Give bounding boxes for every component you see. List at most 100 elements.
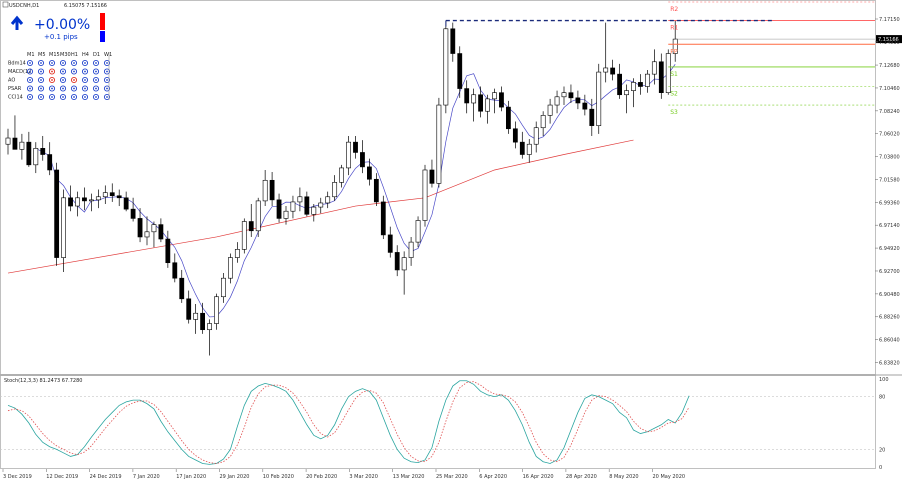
signal-dot-center (84, 62, 86, 64)
candle (339, 164, 344, 188)
candle-body-down (82, 197, 87, 202)
signal-col-header: W1 (104, 52, 112, 58)
stoch-level-label: 100 (879, 377, 889, 383)
signal-dot-blue (26, 85, 34, 92)
signal-dot-blue (81, 59, 89, 67)
candle (353, 135, 358, 159)
candle-body-up (526, 143, 532, 155)
candle-body-down (353, 141, 358, 153)
candle-body-down (179, 277, 185, 300)
change-percent: +0.00% (34, 17, 90, 33)
trend-widget: +0.00% +0.1 pips M1 M5 M15 M30 H1 H4 D1 W1 Bdm14… (8, 13, 112, 101)
candle-body-up (596, 71, 602, 126)
candle-body-down (158, 224, 164, 240)
signal-dot-blue (92, 68, 100, 75)
price-axis[interactable]: 7.17150 7.14930 7.12680 7.10460 7.08240 7.060… (875, 17, 900, 366)
signal-dot-center (40, 87, 42, 90)
candle (575, 90, 581, 110)
candle-body-down (40, 148, 46, 155)
signal-dot-center (95, 62, 97, 64)
candle-body-down (172, 262, 178, 279)
candle (179, 269, 185, 303)
candle-body-up (283, 210, 289, 219)
candle (485, 94, 490, 124)
candle-body-down (575, 97, 581, 104)
signal-dot-blue (26, 93, 34, 101)
signal-dot-center (106, 79, 108, 81)
candle-body-up (339, 167, 344, 183)
candle (241, 218, 247, 254)
candle-body-down (276, 199, 282, 219)
x-tick-label: 24 Dec 2019 (90, 474, 122, 480)
candle (658, 53, 664, 99)
candle (638, 74, 643, 95)
candle (519, 131, 525, 159)
candle-body-down (137, 218, 143, 238)
signal-dot-center (51, 62, 53, 64)
candle-body-up (297, 196, 303, 203)
signal-dot-blue (37, 93, 45, 101)
stoch-label: Stoch(12,3,3) 81.2473 67.7280 (4, 378, 82, 384)
candle (82, 187, 87, 211)
signal-dot-center (40, 62, 42, 64)
candle-body-down (366, 166, 372, 180)
x-tick-label: 29 Jan 2020 (220, 474, 250, 480)
candle-body-up (651, 61, 657, 75)
candle-body-up (644, 73, 650, 87)
candle-body-up (102, 192, 108, 198)
y-tick-label: 6.92700 (879, 269, 900, 275)
candle (248, 203, 254, 237)
signal-dot-blue (70, 85, 78, 92)
candle (624, 84, 629, 114)
x-tick-label: 3 Mar 2020 (349, 474, 378, 480)
candle (61, 189, 66, 273)
candle (54, 162, 60, 266)
candle-body-up (241, 221, 247, 250)
candle-body-up (443, 28, 449, 106)
candle (75, 191, 80, 217)
candle-body-down (26, 141, 32, 166)
signal-dot-blue (37, 59, 45, 67)
signal-dot-blue (81, 93, 89, 101)
candle-body-down (54, 169, 60, 258)
current-price-box (876, 35, 902, 44)
signal-col-header: H1 (71, 52, 78, 58)
candle (401, 251, 407, 295)
signal-dot-center (29, 87, 31, 90)
candle-body-up (485, 98, 490, 112)
x-tick-label: 3 Dec 2019 (3, 474, 32, 480)
candle-body-up (5, 137, 11, 145)
candle-body-up (290, 201, 296, 212)
signal-dot-blue (81, 68, 89, 75)
x-tick-label: 16 Apr 2020 (523, 474, 554, 480)
signal-dot-center (29, 70, 31, 73)
candle-body-up (221, 277, 226, 298)
menu-icon[interactable] (2, 1, 9, 8)
candle-body-up (311, 206, 317, 215)
signal-dot-blue (59, 85, 67, 92)
signal-dot-blue (92, 85, 100, 92)
candle (262, 169, 268, 207)
candle-body-up (262, 179, 268, 202)
y-tick-label: 7.01580 (879, 177, 900, 183)
candle (408, 236, 414, 266)
signal-dot-blue (59, 59, 67, 67)
candle (214, 293, 219, 330)
candle-body-up (214, 296, 219, 324)
signal-dot-blue (103, 68, 111, 75)
candle-body-down (47, 154, 53, 171)
signal-row-label: AO (8, 78, 15, 84)
time-axis[interactable]: 3 Dec 2019 12 Dec 2019 24 Dec 2019 7 Jan 20… (2, 469, 685, 480)
signal-dot-center (73, 62, 75, 64)
candle-body-down (450, 28, 456, 54)
signal-dot-center (29, 96, 31, 98)
candle (47, 142, 53, 176)
candle-body-up (547, 104, 553, 116)
candle-body-down (394, 252, 400, 271)
candle-body-down (610, 67, 616, 75)
candle (276, 193, 282, 223)
x-tick-label: 10 Feb 2020 (263, 474, 294, 480)
candle (436, 97, 442, 188)
candle-body-up (95, 196, 101, 201)
